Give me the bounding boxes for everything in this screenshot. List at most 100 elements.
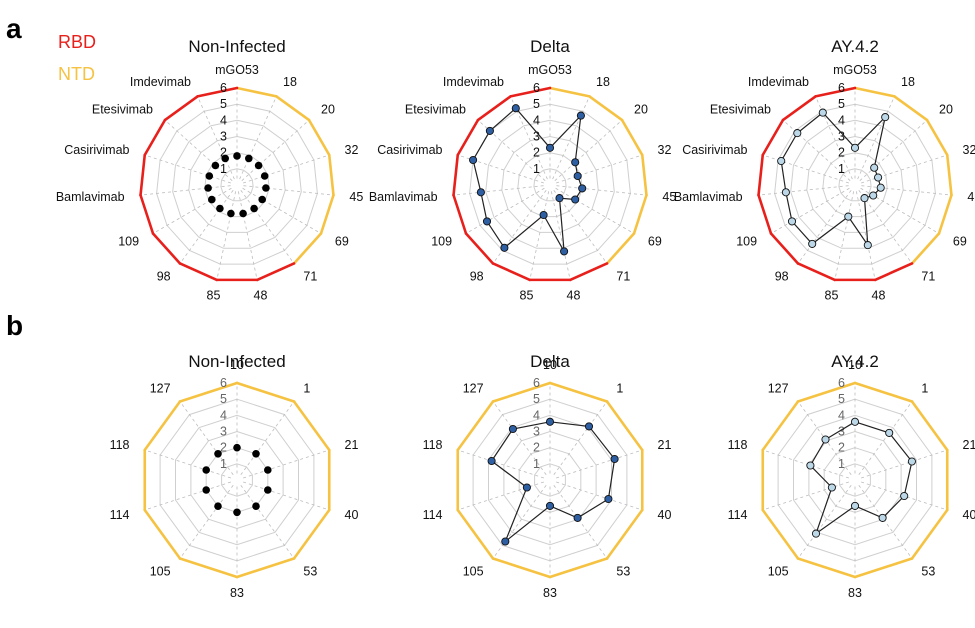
data-point — [211, 161, 220, 170]
outer-edge — [548, 381, 609, 403]
panel-letter-a: a — [6, 13, 22, 44]
tick-label: 1 — [220, 162, 227, 176]
outer-edge — [275, 95, 311, 122]
grid-ring — [501, 135, 599, 233]
outer-edge — [761, 118, 785, 157]
grid-ring — [188, 135, 286, 233]
outer-edge — [761, 400, 800, 452]
tick-label: 2 — [838, 146, 845, 160]
tick-label: 5 — [220, 97, 227, 111]
data-point — [245, 154, 253, 163]
axis-spoke — [237, 191, 258, 280]
outer-edge — [327, 153, 335, 197]
data-point — [522, 483, 531, 492]
axis-label: 10 — [848, 358, 862, 372]
outer-edge — [605, 232, 636, 265]
grid-ring — [822, 152, 888, 218]
axis-label: 109 — [118, 235, 139, 249]
outer-edge — [178, 262, 219, 282]
axis-label: 118 — [423, 438, 443, 452]
data-point — [821, 435, 830, 444]
chart-title: AY.4.2 — [831, 37, 879, 56]
tick-label: 1 — [220, 457, 227, 471]
axis-label: 10 — [230, 358, 244, 372]
data-point — [500, 243, 509, 252]
data-point — [254, 161, 263, 170]
outer-edge — [796, 262, 837, 282]
outer-edge — [605, 508, 644, 560]
data-point — [900, 491, 909, 501]
outer-edge — [640, 153, 648, 197]
tick-label: 6 — [838, 376, 845, 390]
data-point — [571, 158, 580, 167]
outer-edge — [235, 557, 296, 579]
axis-label: 83 — [230, 586, 244, 600]
axis-spoke — [553, 484, 608, 559]
axis-spoke — [216, 191, 237, 280]
outer-edge — [620, 118, 644, 157]
tick-label: 2 — [220, 146, 227, 160]
outer-edge — [464, 232, 495, 265]
series-line — [472, 107, 583, 252]
axis-label: 32 — [658, 143, 672, 157]
axis-label: 40 — [963, 508, 975, 522]
outer-edge — [814, 86, 857, 98]
data-point — [204, 184, 212, 192]
axis-label: Etesivimab — [405, 102, 466, 116]
tick-label: 3 — [533, 425, 540, 439]
tick-label: 6 — [838, 81, 845, 95]
outer-edge — [548, 557, 609, 579]
data-point — [573, 171, 582, 181]
grid-ring — [533, 168, 567, 202]
data-point — [252, 502, 260, 511]
data-point — [808, 239, 817, 248]
axis-label: Imdevimab — [130, 75, 191, 89]
tick-label: 3 — [220, 130, 227, 144]
grid-ring — [485, 119, 615, 249]
outer-edge — [605, 400, 644, 452]
axis-label: 21 — [658, 438, 672, 452]
chart-title: AY.4.2 — [831, 352, 879, 371]
grid-ring — [156, 103, 318, 265]
axis-label: 32 — [963, 143, 975, 157]
outer-edge — [235, 381, 296, 403]
outer-edge — [910, 232, 941, 265]
axis-spoke — [179, 189, 234, 264]
data-point — [793, 129, 802, 138]
data-point — [216, 204, 224, 213]
data-point — [781, 188, 790, 197]
grid-ring — [774, 103, 936, 265]
chart-title: Non-Infected — [188, 352, 285, 371]
axis-label: 20 — [634, 102, 648, 116]
outer-edge — [476, 95, 512, 122]
radar-chart-b-3: Non-Infected 1 2 3 4 5 610 1 21 40 53 83 105 114 118 12… — [110, 352, 359, 600]
data-point — [571, 195, 580, 204]
grid-ring — [517, 152, 583, 218]
axis-spoke — [770, 187, 850, 234]
outer-edge — [632, 193, 648, 235]
axis-label: 69 — [953, 235, 967, 249]
data-point — [870, 163, 879, 172]
outer-edge — [292, 400, 331, 452]
tick-label: 4 — [220, 113, 227, 127]
legend-ntd: NTD — [58, 64, 95, 84]
data-point — [264, 466, 272, 474]
data-point — [208, 195, 216, 204]
data-point — [239, 209, 247, 218]
outer-edge — [853, 86, 896, 98]
data-point — [258, 195, 267, 204]
data-point — [260, 172, 269, 180]
tick-label: 1 — [838, 457, 845, 471]
grid-ring — [488, 414, 612, 546]
outer-edge — [143, 400, 182, 452]
axis-spoke — [797, 484, 852, 559]
axis-label: 71 — [303, 269, 317, 283]
outer-edge — [491, 381, 552, 403]
outer-edge — [178, 557, 239, 579]
data-point — [202, 466, 210, 474]
data-point — [881, 113, 890, 122]
outer-edge — [456, 118, 480, 157]
outer-edge — [292, 232, 323, 265]
data-point — [878, 513, 887, 522]
outer-edge — [910, 400, 949, 452]
